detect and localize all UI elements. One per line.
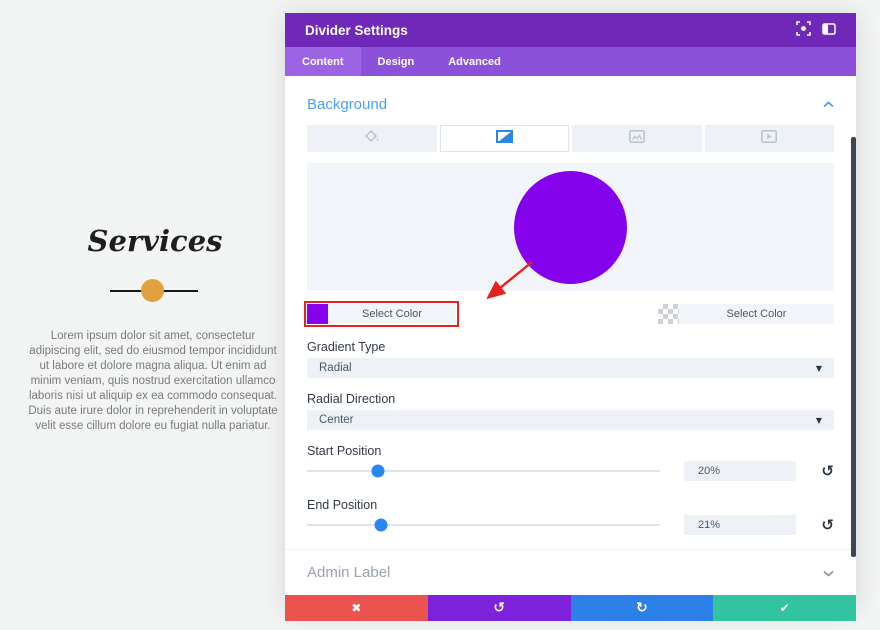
gradient-icon — [495, 129, 513, 148]
check-icon: ✔ — [779, 601, 790, 615]
select-end-color-button[interactable]: Select Color — [679, 304, 834, 324]
admin-label-section-toggle[interactable]: Admin Label — [285, 549, 856, 595]
gradient-start-color-control: Select Color — [304, 301, 459, 327]
tab-advanced[interactable]: Advanced — [448, 55, 501, 68]
gradient-type-value: Radial — [319, 362, 352, 374]
background-type-video-tab[interactable] — [704, 125, 834, 152]
background-section-toggle[interactable]: Background — [307, 95, 834, 113]
sidebar-panel-icon — [822, 22, 836, 38]
select-start-color-button[interactable]: Select Color — [328, 304, 456, 324]
dock-panel-button[interactable] — [816, 17, 842, 43]
end-position-label: End Position — [307, 498, 378, 512]
gradient-preview-circle — [514, 170, 627, 284]
dropdown-caret-icon: ▼ — [815, 363, 822, 373]
chevron-down-icon — [823, 564, 834, 582]
reset-icon: ↺ — [821, 516, 834, 534]
start-position-row: 20% ↺ — [307, 461, 834, 481]
end-position-row: 21% ↺ — [307, 515, 834, 535]
radial-direction-select[interactable]: Center ▼ — [307, 410, 834, 430]
end-position-value-input[interactable]: 21% — [684, 515, 796, 535]
slider-track — [307, 524, 660, 526]
background-type-image-tab[interactable] — [572, 125, 702, 152]
focus-expand-icon — [795, 21, 811, 39]
gradient-type-label: Gradient Type — [307, 340, 386, 354]
slider-track — [307, 470, 660, 472]
reset-icon: ↺ — [821, 462, 834, 480]
modal-tab-bar: Content Design Advanced — [285, 47, 856, 76]
cancel-button[interactable]: ✖ — [285, 595, 428, 621]
save-button[interactable]: ✔ — [713, 595, 856, 621]
close-icon: ✖ — [351, 601, 362, 615]
background-type-color-tab[interactable] — [307, 125, 437, 152]
tab-design[interactable]: Design — [377, 55, 415, 68]
undo-icon: ↺ — [493, 600, 505, 616]
article-heading: Services — [87, 224, 223, 258]
end-position-slider-thumb[interactable] — [374, 518, 388, 532]
background-type-gradient-tab[interactable] — [439, 125, 569, 152]
undo-button[interactable]: ↺ — [427, 595, 571, 621]
tab-content[interactable]: Content — [285, 47, 361, 76]
admin-label-title: Admin Label — [307, 564, 391, 581]
background-type-tabs — [307, 125, 834, 152]
radial-direction-label: Radial Direction — [307, 392, 396, 406]
dropdown-caret-icon: ▼ — [815, 415, 822, 425]
gradient-start-color-swatch[interactable] — [307, 304, 328, 324]
radial-direction-value: Center — [319, 414, 354, 426]
article-divider-dot — [141, 279, 164, 302]
background-section-title: Background — [307, 95, 388, 113]
chevron-up-icon — [823, 95, 834, 113]
color-fill-icon — [364, 129, 380, 148]
modal-body: Background — [285, 95, 856, 535]
gradient-type-select[interactable]: Radial ▼ — [307, 358, 834, 378]
gradient-preview — [307, 163, 834, 291]
image-icon — [628, 129, 645, 148]
article-body-text: Lorem ipsum dolor sit amet, consectetur … — [28, 330, 278, 432]
start-position-slider-thumb[interactable] — [371, 464, 385, 478]
end-position-slider[interactable] — [307, 518, 660, 532]
divider-settings-modal: Divider Settings — [285, 13, 856, 621]
modal-title: Divider Settings — [305, 22, 408, 38]
redo-icon: ↻ — [636, 600, 648, 616]
modal-header: Divider Settings — [285, 13, 856, 47]
gradient-end-color-control: Select Color — [658, 304, 834, 324]
modal-scrollbar-thumb[interactable] — [851, 137, 856, 557]
video-icon — [761, 129, 778, 148]
start-position-value-input[interactable]: 20% — [684, 461, 796, 481]
end-position-reset-button[interactable]: ↺ — [796, 515, 834, 535]
expand-modal-button[interactable] — [790, 17, 816, 43]
redo-button[interactable]: ↻ — [570, 595, 714, 621]
gradient-color-pickers: Select Color Select Color — [304, 301, 834, 327]
modal-footer: ✖ ↺ ↻ ✔ — [285, 595, 856, 621]
start-position-label: Start Position — [307, 444, 382, 458]
gradient-end-color-swatch[interactable] — [658, 304, 679, 324]
start-position-slider[interactable] — [307, 464, 660, 478]
start-position-reset-button[interactable]: ↺ — [796, 461, 834, 481]
